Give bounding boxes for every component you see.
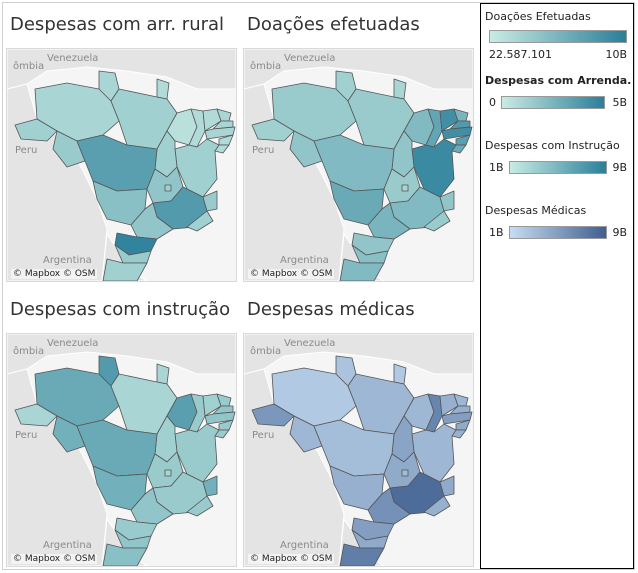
state-ac[interactable] [14, 403, 58, 427]
country-label-argentina: Argentina [43, 255, 92, 266]
legend-max: 9B [612, 161, 627, 174]
state-df[interactable] [401, 184, 409, 192]
country-label-argentina: Argentina [280, 255, 329, 266]
legend-instrucao[interactable]: Despesas com Instrução 1B 9B [485, 139, 631, 174]
country-label-colombia: ômbia [250, 60, 281, 72]
legend-arrendamento[interactable]: Despesas com Arrenda.. 0 5B [485, 74, 631, 109]
state-ro[interactable] [52, 415, 86, 453]
legend-min: 1B [489, 226, 504, 239]
color-ramp [489, 30, 627, 43]
country-label-colombia: ômbia [13, 345, 44, 357]
state-rj[interactable] [423, 210, 451, 232]
state-rs[interactable] [339, 543, 385, 566]
state-ac[interactable] [14, 118, 58, 142]
map-title: Despesas com arr. rural [10, 14, 225, 35]
state-ap[interactable] [393, 78, 407, 100]
state-rs[interactable] [102, 543, 148, 566]
legend-doacoes[interactable]: Doações Efetuadas 22.587.101 10B [485, 10, 631, 61]
map-credit: © Mapbox © OSM [11, 269, 98, 279]
state-ap[interactable] [156, 78, 170, 100]
legend-title: Doações Efetuadas [485, 10, 591, 23]
state-sc[interactable] [351, 244, 389, 264]
map-title: Despesas médicas [247, 299, 415, 320]
color-ramp [501, 96, 605, 109]
legend-min: 0 [489, 96, 496, 109]
legend-max: 5B [612, 96, 627, 109]
state-ro[interactable] [52, 130, 86, 168]
legend-title: Despesas com Instrução [485, 139, 620, 152]
state-sc[interactable] [114, 244, 152, 264]
map-canvas[interactable]: Venezuela ômbia Peru Argentina © Mapbox © O… [6, 48, 237, 282]
state-pe[interactable] [204, 126, 236, 140]
state-ro[interactable] [289, 415, 323, 453]
country-label-argentina: Argentina [43, 540, 92, 551]
map-canvas[interactable]: Venezuela ômbia Peru Argentina © Mapbox © O… [243, 333, 474, 567]
legend-max: 9B [612, 226, 627, 239]
legend-min: 1B [489, 161, 504, 174]
state-ro[interactable] [289, 130, 323, 168]
country-label-venezuela: Venezuela [47, 53, 98, 64]
state-rs[interactable] [339, 258, 385, 281]
legend-medicas[interactable]: Despesas Médicas 1B 9B [485, 204, 631, 239]
state-pe[interactable] [441, 411, 473, 425]
state-ac[interactable] [251, 403, 295, 427]
state-df[interactable] [164, 184, 172, 192]
country-label-peru: Peru [15, 145, 37, 156]
state-es[interactable] [439, 190, 455, 212]
legend-title: Despesas com Arrenda.. [485, 74, 631, 87]
legend-min: 22.587.101 [489, 48, 552, 61]
state-sc[interactable] [114, 529, 152, 549]
state-ac[interactable] [251, 118, 295, 142]
map-credit: © Mapbox © OSM [248, 269, 335, 279]
color-ramp [509, 226, 607, 239]
country-label-colombia: ômbia [13, 60, 44, 72]
state-ap[interactable] [393, 363, 407, 385]
state-es[interactable] [202, 190, 218, 212]
country-label-peru: Peru [252, 145, 274, 156]
map-canvas[interactable]: Venezuela ômbia Peru Argentina © Mapbox © O… [6, 333, 237, 567]
map-credit: © Mapbox © OSM [11, 554, 98, 564]
state-es[interactable] [202, 475, 218, 497]
map-canvas[interactable]: Venezuela ômbia Peru Argentina © Mapbox © O… [243, 48, 474, 282]
country-label-venezuela: Venezuela [284, 338, 335, 349]
country-label-peru: Peru [15, 430, 37, 441]
legend-title: Despesas Médicas [485, 204, 587, 217]
state-pe[interactable] [441, 126, 473, 140]
state-ap[interactable] [156, 363, 170, 385]
map-title: Despesas com instrução [10, 299, 231, 320]
state-rj[interactable] [186, 210, 214, 232]
legend-panel: Doações Efetuadas 22.587.101 10B Despesa… [480, 3, 634, 569]
country-label-peru: Peru [252, 430, 274, 441]
state-df[interactable] [164, 469, 172, 477]
state-pe[interactable] [204, 411, 236, 425]
color-ramp [509, 161, 607, 174]
country-label-venezuela: Venezuela [47, 338, 98, 349]
state-rs[interactable] [102, 258, 148, 281]
country-label-venezuela: Venezuela [284, 53, 335, 64]
state-sc[interactable] [351, 529, 389, 549]
state-rj[interactable] [186, 495, 214, 517]
state-df[interactable] [401, 469, 409, 477]
country-label-argentina: Argentina [280, 540, 329, 551]
map-credit: © Mapbox © OSM [248, 554, 335, 564]
map-title: Doações efetuadas [247, 14, 420, 35]
legend-max: 10B [605, 48, 627, 61]
country-label-colombia: ômbia [250, 345, 281, 357]
state-es[interactable] [439, 475, 455, 497]
state-rj[interactable] [423, 495, 451, 517]
